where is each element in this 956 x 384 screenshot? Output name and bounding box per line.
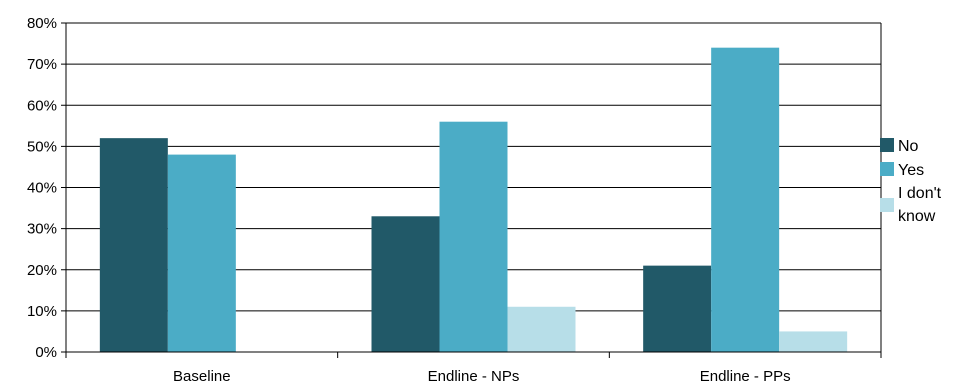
x-tick-label: Baseline <box>173 368 231 384</box>
bar <box>372 216 440 352</box>
bars <box>100 48 847 352</box>
legend-swatch-i-dont-know <box>880 198 894 212</box>
bar <box>508 307 576 352</box>
y-tick-label: 50% <box>27 138 57 155</box>
bar <box>100 138 168 352</box>
y-tick-label: 0% <box>35 344 57 361</box>
x-tick-label: Endline - PPs <box>700 368 791 384</box>
legend-swatch-no <box>880 138 894 152</box>
legend-swatch-yes <box>880 162 894 176</box>
bar <box>711 48 779 352</box>
legend-label-i-dont-know-line2: know <box>898 208 936 225</box>
y-tick-label: 40% <box>27 180 57 197</box>
bar <box>168 155 236 352</box>
y-tick-label: 30% <box>27 221 57 238</box>
x-tick-label: Endline - NPs <box>428 368 520 384</box>
y-tick-label: 20% <box>27 262 57 279</box>
bar <box>643 266 711 352</box>
bar <box>779 331 847 352</box>
legend: No Yes I don't know <box>880 138 942 225</box>
y-tick-label: 60% <box>27 97 57 114</box>
legend-label-no: No <box>898 138 919 155</box>
legend-label-yes: Yes <box>898 162 924 179</box>
y-tick-label: 10% <box>27 303 57 320</box>
y-tick-label: 70% <box>27 56 57 73</box>
bar <box>440 122 508 352</box>
y-tick-label: 80% <box>27 15 57 32</box>
legend-label-i-dont-know-line1: I don't <box>898 185 942 202</box>
